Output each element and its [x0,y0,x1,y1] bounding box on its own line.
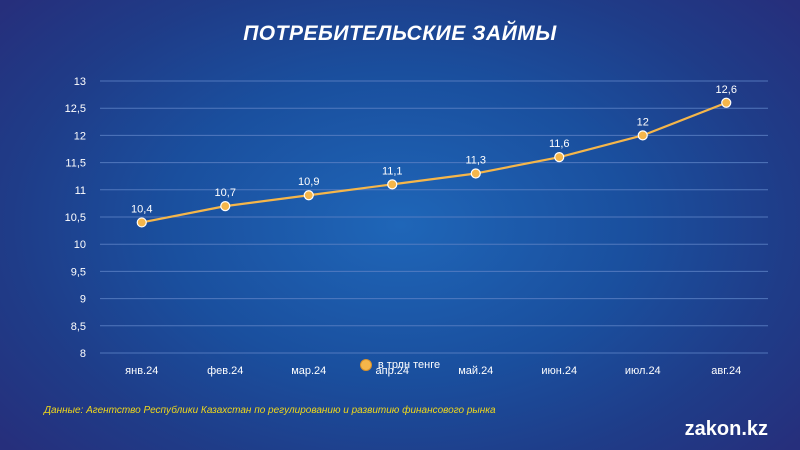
data-label: 11,3 [465,154,486,166]
x-tick-label: янв.24 [125,365,158,377]
data-point [303,190,314,201]
y-tick-label: 12 [74,130,86,142]
data-point [220,201,231,212]
y-tick-label: 10,5 [65,212,86,224]
y-tick-label: 8 [80,348,86,360]
y-tick-label: 10 [74,239,86,251]
data-point [136,217,147,228]
x-tick-label: июн.24 [541,365,577,377]
data-label: 10,7 [215,187,236,199]
y-tick-label: 13 [74,76,86,88]
series-line [141,101,727,224]
legend: в трлн тенге [0,359,800,371]
data-label: 10,9 [298,176,319,188]
x-tick-label: авг.24 [711,365,741,377]
data-point [721,97,732,108]
data-label: 12,6 [716,84,737,96]
y-tick-label: 9,5 [71,266,86,278]
y-tick-label: 9 [80,294,86,306]
source-note: Данные: Агентство Республики Казахстан п… [44,405,496,416]
data-label: 10,4 [131,203,152,215]
data-point [554,152,565,163]
x-tick-label: мар.24 [291,365,326,377]
y-tick-label: 12,5 [65,103,86,115]
x-tick-label: июл.24 [625,365,661,377]
data-label: 11,1 [382,165,403,177]
x-tick-label: апр.24 [376,365,409,377]
data-label: 11,6 [549,138,570,150]
legend-label: в трлн тенге [377,359,441,371]
data-label: 12 [637,116,649,128]
y-tick-label: 8,5 [71,321,86,333]
data-point [387,179,398,190]
y-tick-label: 11 [75,185,86,197]
data-point [470,168,481,179]
data-point [637,130,648,141]
x-tick-label: фев.24 [207,365,243,377]
legend-marker-icon [359,359,372,371]
chart-title: ПОТРЕБИТЕЛЬСКИЕ ЗАЙМЫ [243,22,557,45]
y-tick-label: 11,5 [65,158,86,170]
x-tick-label: май.24 [458,365,493,377]
site-logo: zakon.kz [684,418,768,440]
